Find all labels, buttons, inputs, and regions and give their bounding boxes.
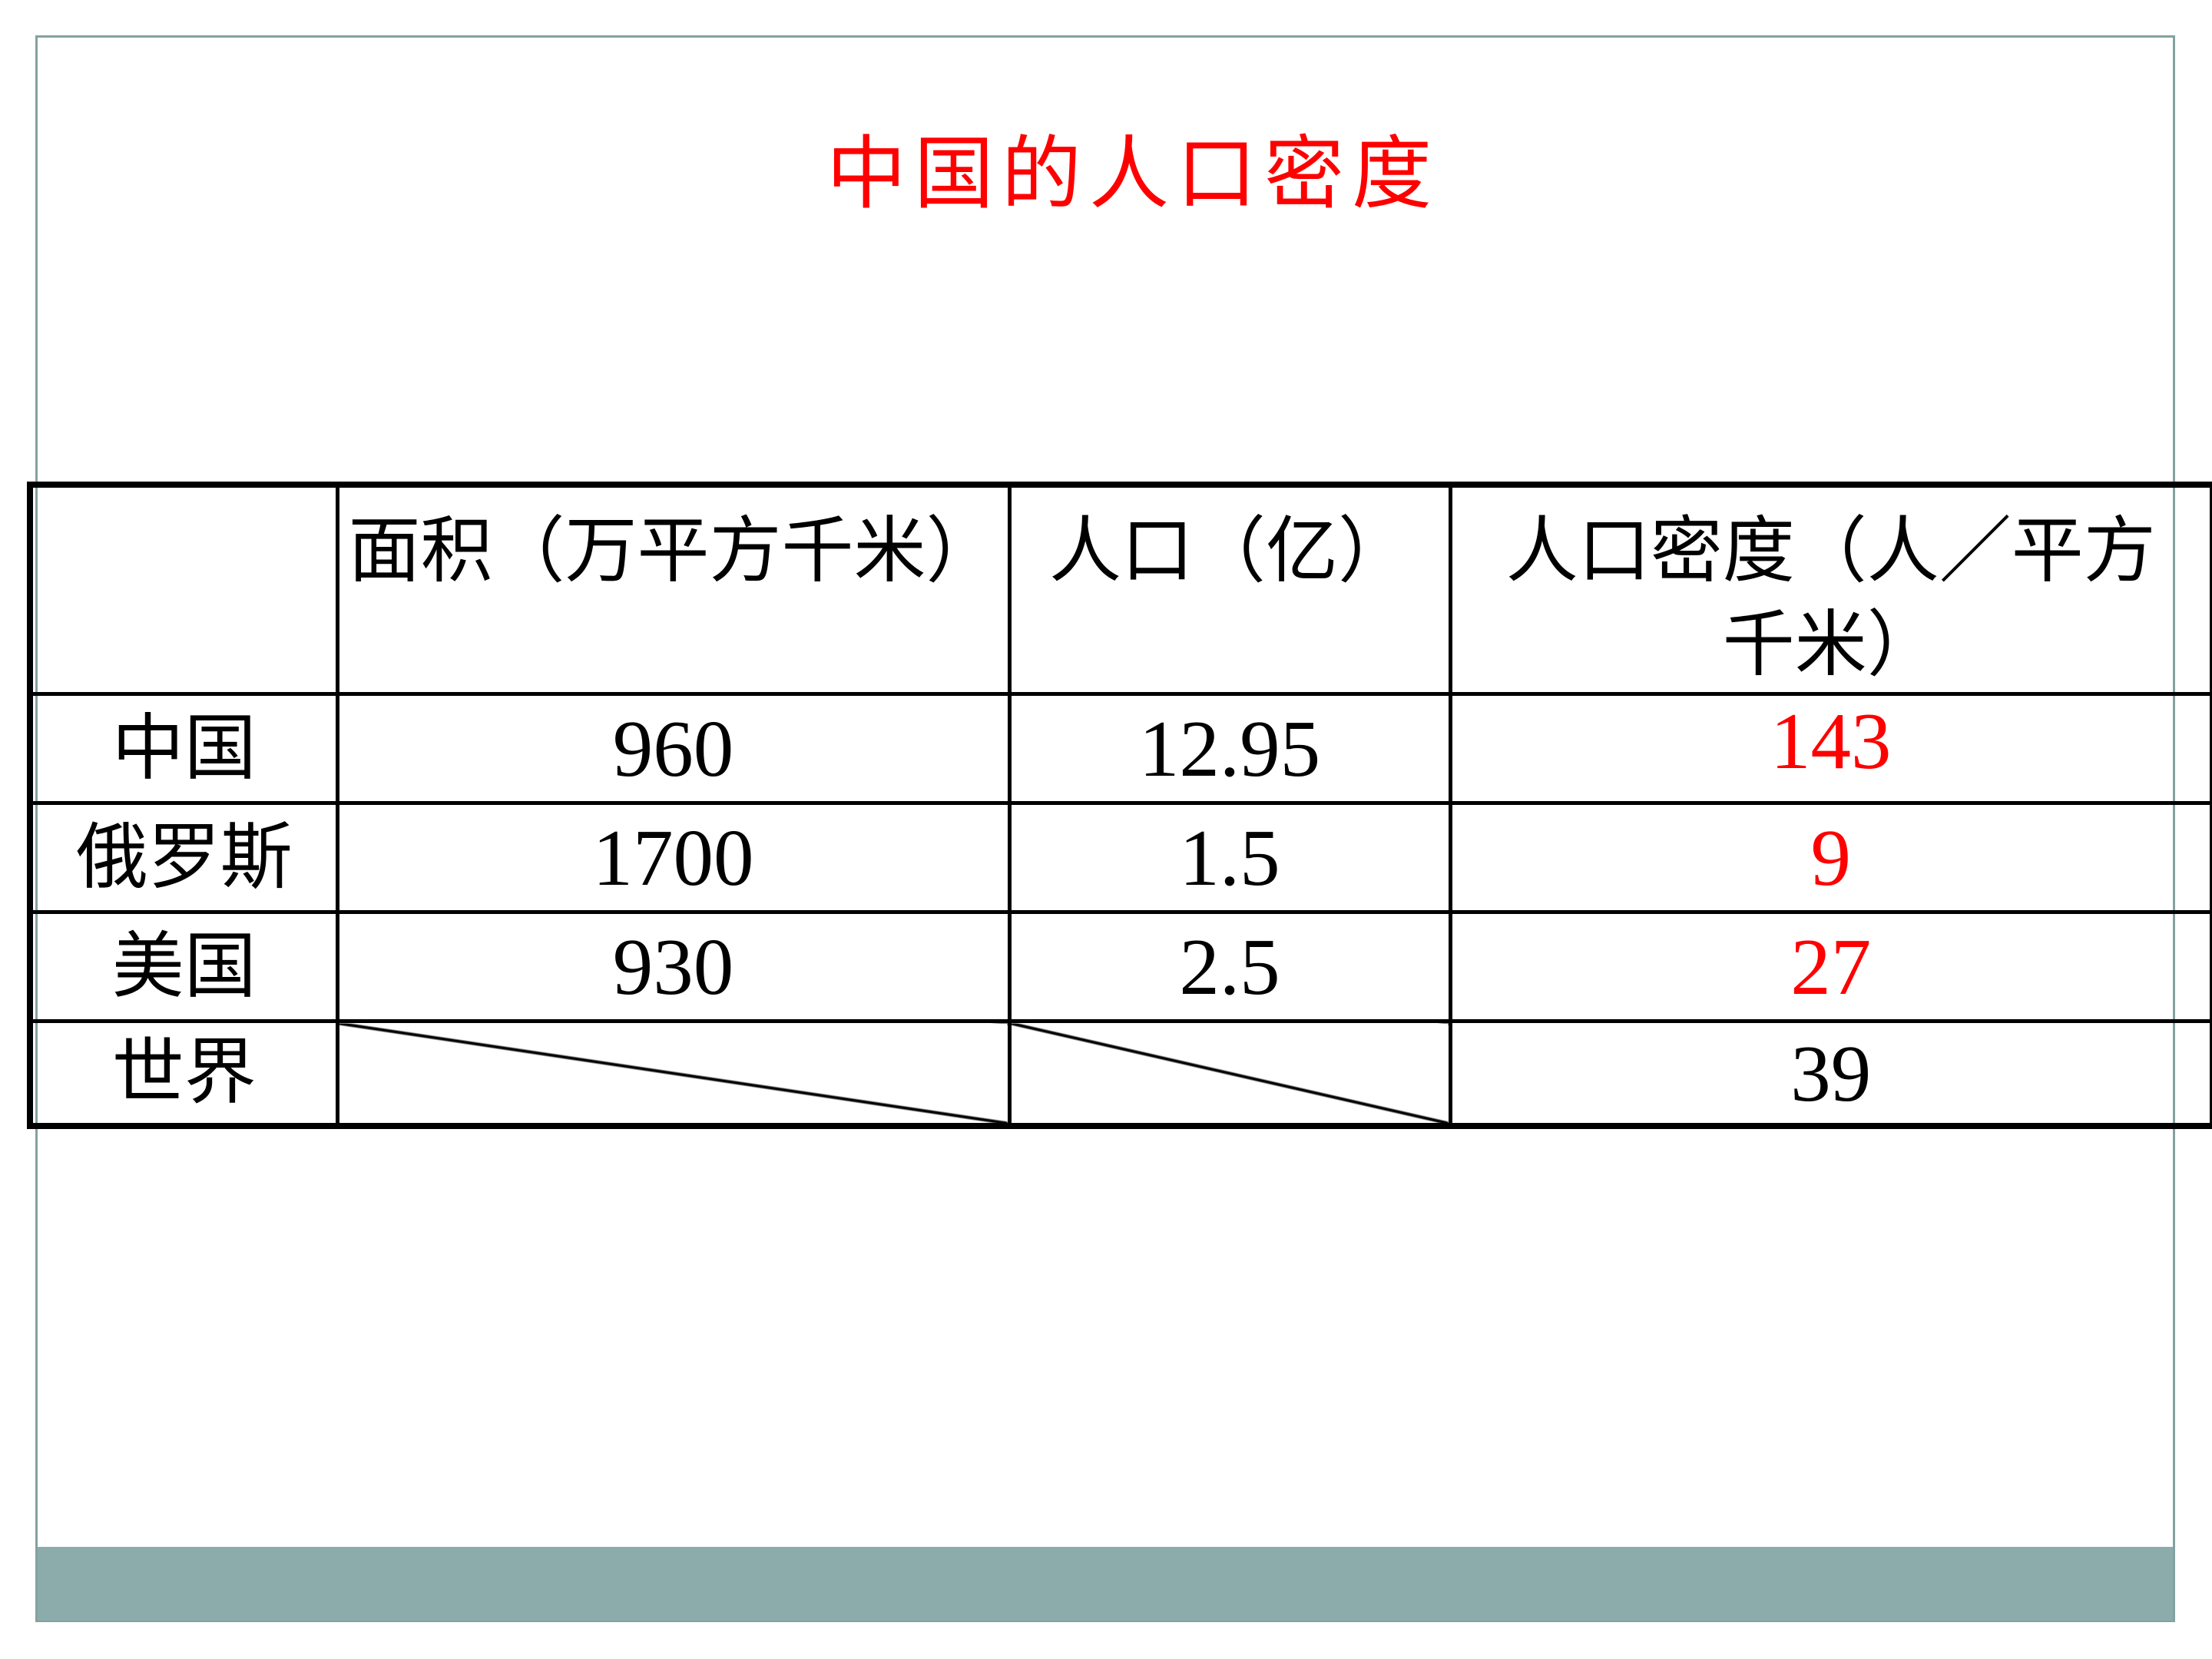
- header-cell-country: [28, 482, 339, 697]
- table-row-china: 中国 960 12.95 143: [28, 692, 2212, 806]
- header-cell-population: 人口（亿）: [1007, 482, 1452, 697]
- cell-china-population: 12.95: [1007, 692, 1452, 806]
- slide-title: 中国的人口密度: [826, 131, 1440, 219]
- cell-russia-area: 1700: [335, 801, 1012, 915]
- header-cell-area: 面积（万平方千米）: [335, 482, 1012, 697]
- cell-russia-density: 9: [1448, 801, 2212, 915]
- cell-world-density: 39: [1448, 1019, 2212, 1128]
- cell-russia-name: 俄罗斯: [28, 801, 339, 915]
- table-row-usa: 美国 930 2.5 27: [28, 910, 2212, 1024]
- cell-usa-name: 美国: [28, 910, 339, 1024]
- header-cell-density: 人口密度（人／平方 千米）: [1448, 482, 2212, 697]
- cell-china-area: 960: [335, 692, 1012, 806]
- cell-world-area-crossed: [335, 1019, 1012, 1128]
- population-density-table: 面积（万平方千米） 人口（亿） 人口密度（人／平方 千米） 中国 960 12.…: [27, 482, 2212, 1129]
- cell-usa-population: 2.5: [1007, 910, 1452, 1024]
- cell-world-name: 世界: [28, 1019, 339, 1128]
- cell-russia-population: 1.5: [1007, 801, 1452, 915]
- cell-china-name: 中国: [28, 692, 339, 806]
- table-row-russia: 俄罗斯 1700 1.5 9: [28, 801, 2212, 915]
- cell-usa-density: 27: [1448, 910, 2212, 1024]
- bottom-accent-bar: [38, 1547, 2173, 1621]
- table-row-world: 世界 39: [28, 1019, 2212, 1128]
- cell-world-population-crossed: [1007, 1019, 1452, 1128]
- cell-usa-area: 930: [335, 910, 1012, 1024]
- cell-china-density: 143: [1448, 692, 2212, 806]
- table-header-row: 面积（万平方千米） 人口（亿） 人口密度（人／平方 千米）: [28, 482, 2212, 697]
